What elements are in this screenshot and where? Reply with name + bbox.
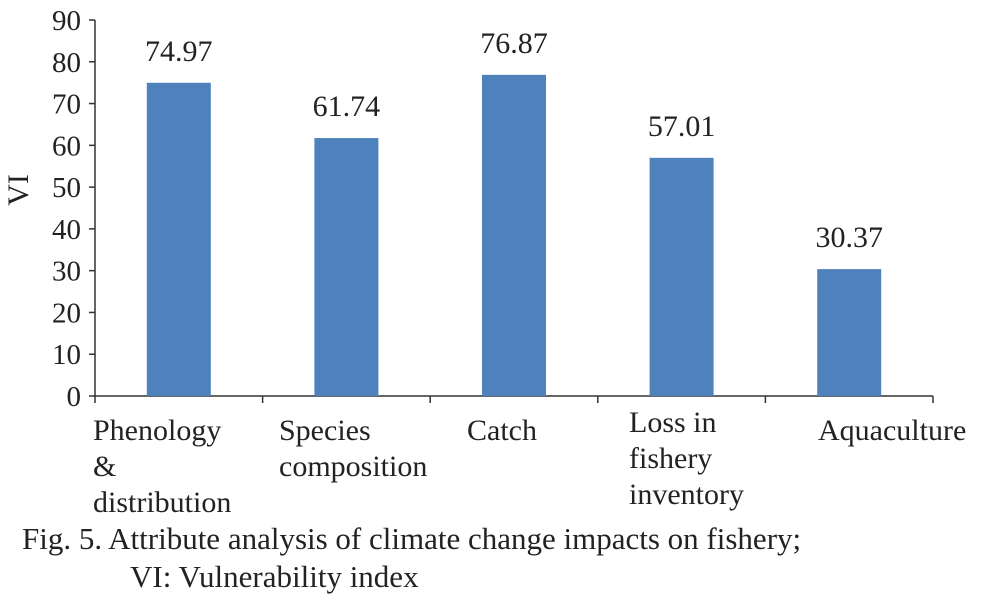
category-label-line: inventory	[629, 478, 744, 511]
x-axis	[94, 395, 934, 403]
category-label-line: Loss in	[629, 406, 717, 439]
data-label: 57.01	[648, 110, 716, 143]
bar-chart: 0 10 20 30 40 50 60 70 80 90 74.97 61.74 76.87 57.01…	[2, 5, 966, 519]
y-tick-label: 70	[52, 89, 81, 121]
y-tick-label: 50	[52, 172, 81, 204]
data-label: 61.74	[313, 90, 381, 123]
category-label: Species composition	[279, 414, 427, 483]
category-label-line: Species	[279, 414, 371, 447]
y-axis: 0 10 20 30 40 50 60 70 80 90	[52, 5, 96, 413]
category-label: Phenology & distribution	[93, 414, 231, 519]
y-tick-label: 30	[52, 256, 81, 288]
category-label-line: Phenology	[93, 414, 221, 447]
bars	[146, 74, 882, 397]
data-label: 30.37	[815, 221, 883, 254]
y-tick-label: 60	[52, 130, 81, 162]
bar	[314, 138, 379, 396]
category-label-line: fishery	[629, 442, 712, 475]
category-label-line: Aquaculture	[818, 414, 966, 447]
y-tick-label: 90	[52, 5, 81, 37]
category-labels: Phenology & distribution Species composition…	[93, 406, 966, 519]
y-tick-label: 20	[52, 297, 81, 329]
category-label-line: distribution	[93, 486, 231, 519]
data-label: 74.97	[145, 35, 213, 68]
y-axis-label: VI	[2, 174, 35, 206]
y-tick-label: 10	[52, 339, 81, 371]
category-label: Aquaculture	[818, 414, 966, 447]
y-tick-label: 80	[52, 47, 81, 79]
category-label-line: Catch	[467, 414, 537, 447]
data-labels: 74.97 61.74 76.87 57.01 30.37	[145, 27, 883, 254]
caption-line-1: Fig. 5. Attribute analysis of climate ch…	[22, 521, 802, 556]
bar	[482, 74, 546, 397]
bar	[649, 157, 714, 396]
category-label: Catch	[467, 414, 537, 447]
figure-caption: Fig. 5. Attribute analysis of climate ch…	[22, 520, 801, 596]
bar	[146, 82, 211, 397]
bar	[817, 269, 882, 396]
y-tick-label: 0	[67, 381, 82, 413]
category-label-line: composition	[279, 450, 427, 483]
y-tick-label: 40	[52, 214, 81, 246]
caption-line-2: VI: Vulnerability index	[130, 559, 419, 594]
category-label-line: &	[93, 450, 116, 483]
data-label: 76.87	[480, 27, 548, 60]
category-label: Loss in fishery inventory	[629, 406, 744, 511]
